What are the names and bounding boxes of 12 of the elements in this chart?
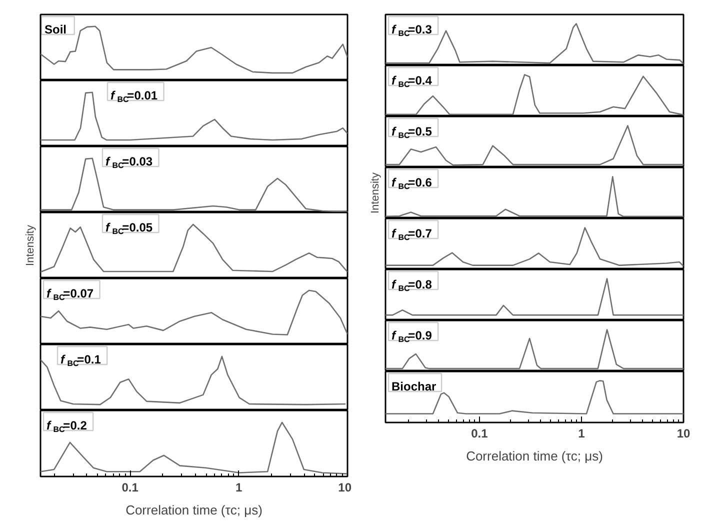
x-tick-label: 1 [578,426,586,440]
y-axis-title: Intensity [24,224,36,266]
x-axis-title: Correlation time (τc; μs) [466,448,603,464]
x-tick-label: 0.1 [122,480,139,494]
x-axis-title: Correlation time (τc; μs) [126,502,262,518]
chart-title: Soil [44,22,67,36]
x-tick-label: 0.1 [471,426,488,440]
x-tick-label: 10 [338,480,352,494]
x-tick-label: 10 [676,426,690,440]
x-tick-label: 1 [235,480,242,494]
chart-title: Biochar [392,380,437,394]
y-axis-title: Intensity [370,172,382,214]
